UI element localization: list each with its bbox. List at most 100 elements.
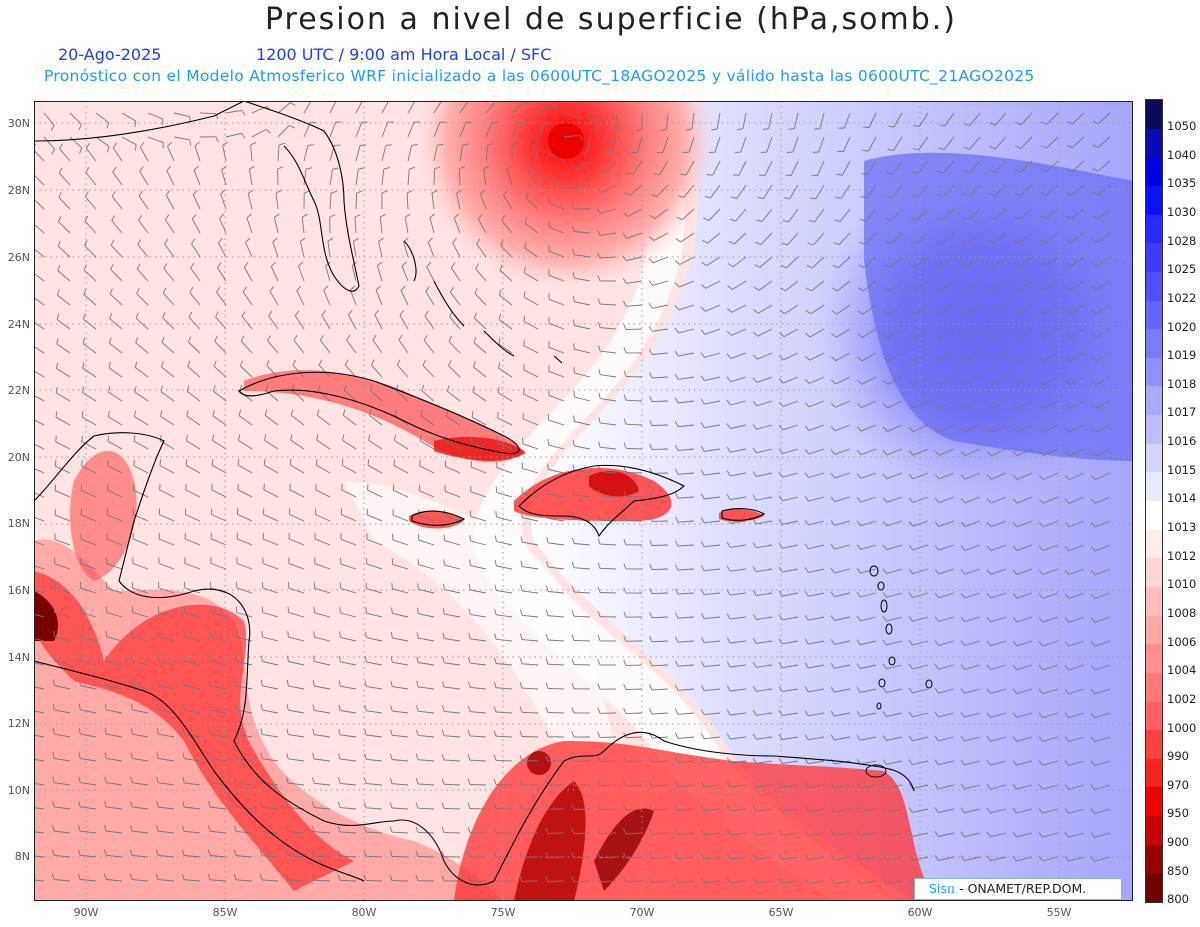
wind-barb <box>210 709 227 714</box>
wind-barb <box>938 760 955 766</box>
wind-barb-flag <box>986 831 991 838</box>
wind-barb <box>366 637 383 642</box>
wind-barb-flag <box>183 630 186 637</box>
wind-barb-flag <box>938 147 945 151</box>
central-america-coast <box>118 580 495 886</box>
wind-barb-flag <box>472 385 475 393</box>
wind-barb-flag <box>58 216 62 222</box>
wind-barb-flag <box>453 213 460 219</box>
wind-barb-flag <box>521 487 523 494</box>
wind-barb-flag <box>804 782 809 788</box>
wind-barb-flag <box>523 266 526 273</box>
wind-barb <box>783 352 799 361</box>
wind-barb <box>496 467 513 474</box>
wind-barb-flag <box>277 166 284 170</box>
wind-barb <box>351 265 357 282</box>
wind-barb <box>80 612 97 618</box>
wind-barb <box>190 267 201 282</box>
wind-barb <box>1042 592 1059 599</box>
wind-barb <box>485 145 489 162</box>
wind-barb-flag <box>1038 569 1044 575</box>
wind-barb <box>34 565 45 570</box>
wind-barb <box>215 316 227 330</box>
wind-barb-flag <box>57 240 61 247</box>
wind-barb <box>240 365 253 378</box>
wind-barb <box>886 640 903 646</box>
wind-barb <box>760 232 773 245</box>
wind-barb-flag <box>675 612 679 619</box>
wind-barb-flag <box>804 519 809 526</box>
wind-barb-flag <box>1090 736 1096 742</box>
wind-barb <box>1045 208 1059 220</box>
wind-barb <box>132 782 149 786</box>
wind-barb <box>184 855 201 858</box>
wind-barb <box>681 208 695 221</box>
wind-barb-flag <box>908 711 913 718</box>
wind-barb <box>267 340 279 354</box>
wind-barb <box>678 808 695 811</box>
wind-barb <box>43 112 55 126</box>
wind-barb-flag <box>1090 712 1096 719</box>
wind-barb-flag <box>494 560 497 567</box>
wind-barb <box>1017 496 1033 504</box>
wind-barb-flag <box>938 124 945 127</box>
wind-barb <box>704 352 721 358</box>
wind-barb <box>184 733 201 738</box>
wind-barb <box>341 464 357 474</box>
wind-barb-flag <box>274 213 280 218</box>
wind-barb <box>34 758 45 762</box>
wind-barb <box>108 391 123 402</box>
wind-barb <box>288 661 305 666</box>
wind-barb <box>730 808 747 812</box>
wind-barb-flag <box>934 521 940 527</box>
wind-barb <box>677 616 695 619</box>
wind-barb-flag <box>934 545 940 551</box>
wind-barb <box>192 194 201 210</box>
wind-barb-flag <box>186 410 189 417</box>
wind-barb-flag <box>1039 404 1045 409</box>
wind-barb <box>95 136 110 147</box>
wind-barb <box>860 856 877 861</box>
wind-barb <box>378 241 383 258</box>
wind-barb-flag <box>367 459 370 466</box>
wind-barb <box>808 712 825 717</box>
wind-barb-flag <box>778 378 784 384</box>
wind-barb-flag <box>523 101 530 106</box>
wind-barb <box>886 712 903 718</box>
wind-barb <box>80 660 97 666</box>
wind-barb <box>132 611 149 618</box>
wind-barb <box>574 396 591 402</box>
wind-barb <box>296 290 305 306</box>
wind-barb-flag <box>364 656 367 663</box>
wind-barb <box>242 291 253 306</box>
wind-barb <box>730 472 747 477</box>
wind-barb <box>158 806 175 810</box>
lat-label-10n: 10N <box>7 784 30 797</box>
wind-barb-flag <box>261 606 264 613</box>
wind-barb <box>210 758 227 762</box>
wind-barb <box>160 415 175 426</box>
wind-barb <box>548 394 565 402</box>
wind-barb-flag <box>356 190 363 194</box>
wind-barb-flag <box>986 783 991 790</box>
wind-barb <box>652 880 669 883</box>
colorbar-segment <box>1146 644 1162 674</box>
wind-barb <box>1042 640 1059 647</box>
wind-barb-flag <box>861 172 868 175</box>
wind-barb-flag <box>104 776 107 783</box>
wind-barb <box>1018 304 1033 315</box>
wind-barb <box>247 193 253 210</box>
wind-barb <box>678 424 695 428</box>
wind-barb-flag <box>675 260 681 265</box>
wind-barb <box>834 760 851 765</box>
wind-barb <box>417 831 435 834</box>
wind-barb <box>138 195 149 210</box>
wind-barb <box>184 587 201 594</box>
wind-barb <box>523 321 539 330</box>
wind-barb <box>431 193 435 210</box>
wind-barb <box>391 855 409 858</box>
wind-barb-flag <box>341 483 343 490</box>
colorbar-segment <box>1146 386 1162 416</box>
wind-barb-flag <box>208 728 211 735</box>
wind-barb-flag <box>579 134 584 141</box>
